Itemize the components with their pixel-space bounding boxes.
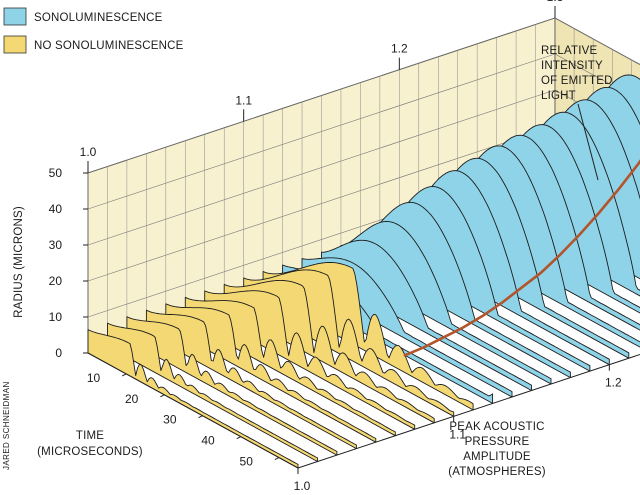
radius-axis-label: RADIUS (MICRONS) [13,206,25,318]
time-axis-line [87,352,299,469]
slice-curve-no-sonoluminescence [107,322,318,462]
time-tick [274,457,280,460]
time-axis-label-line1: TIME [76,430,104,442]
axes: 0 10 20 30 40 50 10 20 30 40 50 1.0 1.1 1.2 1.3 1.0 1.1 1… [49,0,640,493]
slice-curve-no-sonoluminescence [165,303,377,443]
time-tick-label: 50 [240,455,254,469]
radius-tick-label: 10 [49,310,63,324]
light-intensity-line [403,159,640,357]
pressure-back-tick-label: 1.3 [547,0,564,4]
annotation-line1: RELATIVE [541,45,597,57]
legend-label-sonoluminescence: SONOLUMINESCENCE [34,12,163,24]
pressure-back-tick-label: 1.1 [235,93,252,107]
pressure-axis-label-line3: AMPLITUDE [463,451,531,463]
pressure-axis-label-line4: (ATMOSPHERES) [448,466,546,478]
time-tick-label: 20 [125,392,139,406]
legend-label-no-sonoluminescence: NO SONOLUMINESCENCE [34,40,184,52]
radius-tick-label: 20 [49,274,63,288]
legend-swatch-no-sonoluminescence [3,35,27,54]
time-tick [121,373,127,377]
time-tick [236,436,241,440]
radius-tick-label: 30 [49,238,63,252]
pressure-tick-label: 1.0 [294,479,311,493]
time-tick-label: 10 [87,371,101,385]
pressure-tick-label: 1.2 [605,376,622,390]
pressure-axis-label-line2: PRESSURE [465,436,530,448]
credit-text: JARED SCHNEIDMAN [2,381,11,470]
time-tick-label: 30 [163,413,177,427]
slice-curve-no-sonoluminescence [184,296,396,437]
annotation-line3: OF EMITTED [541,75,613,87]
pressure-axis-label-line1: PEAK ACOUSTIC [449,421,544,433]
side-wall-gridline-radius [554,17,640,65]
annotation-line4: LIGHT [541,90,576,102]
radius-tick-label: 40 [49,202,63,216]
time-axis-label-line2: (MICROSECONDS) [37,446,143,458]
side-wall-gridline-radius [554,53,640,101]
pressure-tick-label: 1.1 [449,427,466,441]
annotation-leader-line [577,103,599,181]
slice-curve-no-sonoluminescence [145,309,357,450]
radius-curves [87,74,640,469]
time-tick [160,394,165,398]
pressure-axis-line [297,353,640,469]
pressure-back-tick-label: 1.0 [80,145,97,159]
slice-curve-no-sonoluminescence [126,316,338,456]
pressure-back-tick-label: 1.2 [391,42,408,56]
annotation-line2: INTENSITY [541,60,603,72]
light-intensity-curve [403,159,640,357]
slice-curve-sonoluminescence [321,239,532,391]
radius-tick-label: 50 [49,166,63,180]
time-tick-label: 40 [201,434,215,448]
slice-curve-no-sonoluminescence [87,329,299,469]
legend-swatch-sonoluminescence [3,7,27,26]
time-tick [198,415,203,419]
radius-tick-label: 0 [55,346,62,360]
